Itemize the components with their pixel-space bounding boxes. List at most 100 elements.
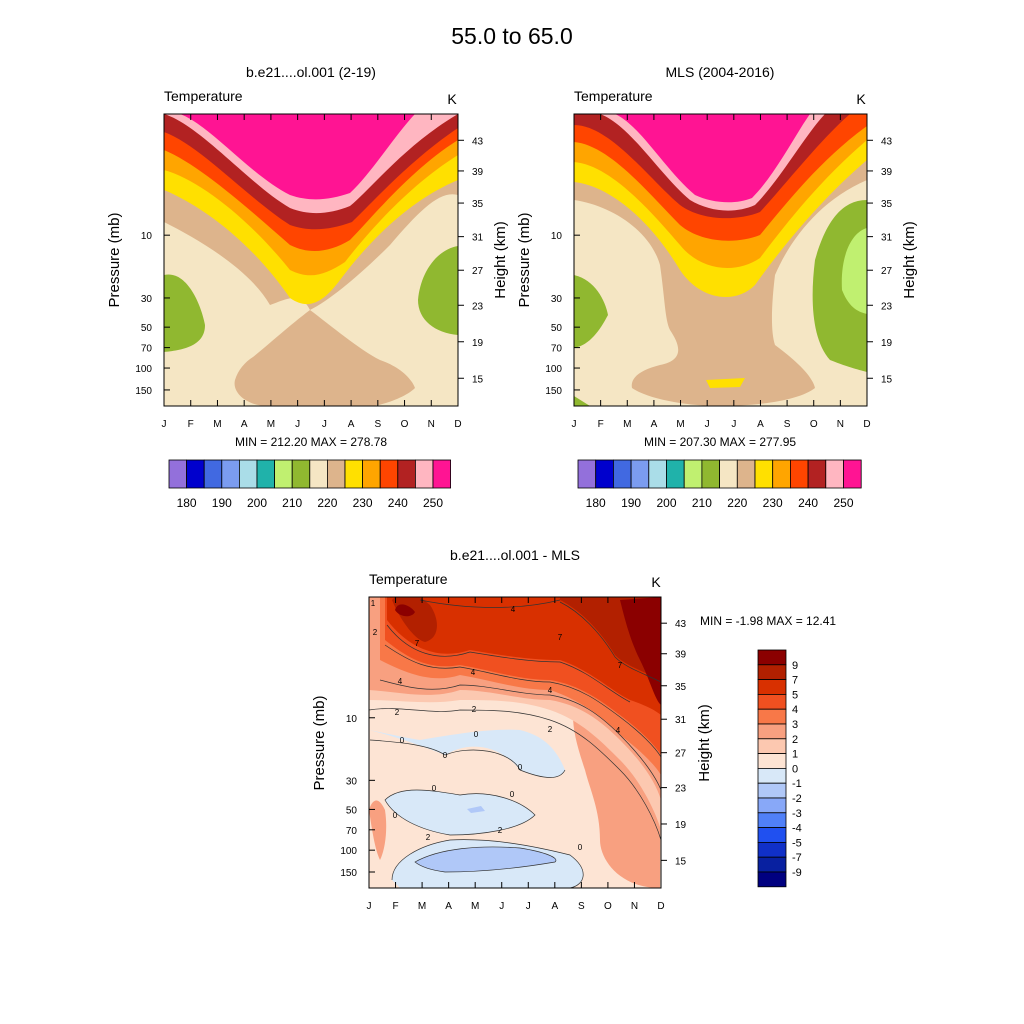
temperature-legend-swatch <box>772 459 791 489</box>
mls-x-tick-label: M <box>676 419 684 430</box>
diff-x-tick-label: J <box>499 901 504 912</box>
difference-legend-label: 2 <box>792 734 798 746</box>
mls-y-tick-label: 150 <box>545 386 562 397</box>
model-y-tick-label: 50 <box>141 323 153 334</box>
mls-y2-tick-label: 35 <box>881 199 893 210</box>
model-stats: MIN = 212.20 MAX = 278.78 <box>235 435 387 449</box>
difference-legend-label: 7 <box>792 675 798 687</box>
difference-legend-swatch <box>757 753 787 769</box>
diff-contour-label: 2 <box>548 725 553 734</box>
mls-contour-fill <box>574 114 867 406</box>
model-x-tick-label: O <box>401 419 409 430</box>
diff-contour-label: 4 <box>398 677 403 686</box>
diff-contour-label: 0 <box>443 751 448 760</box>
mls-x-tick-label: A <box>757 419 764 430</box>
mls-x-tick-label: M <box>623 419 631 430</box>
difference-legend-label: -4 <box>792 823 802 835</box>
diff-x-tick-label: A <box>551 901 558 912</box>
temperature-legend-swatch <box>683 459 703 489</box>
diff-y-ticks: 10 30 50 70 100 150 <box>340 714 375 879</box>
mls-x-tick-label: D <box>863 419 870 430</box>
temperature-legend-label: 180 <box>177 496 197 510</box>
model-x-tick-label: A <box>241 419 248 430</box>
temperature-legend-swatch <box>238 459 258 489</box>
mls-units-label: K <box>856 91 866 107</box>
diff-contour-labels: 2 4 4 2 0 0 0 0 0 0 0 2 2 2 4 4 4 7 7 7 1 2 0 <box>371 599 623 852</box>
model-y2-tick-label: 31 <box>472 233 484 244</box>
temperature-legend-swatch <box>291 459 311 489</box>
temperature-legend-swatch <box>186 459 205 489</box>
temperature-legend-swatch <box>754 459 774 489</box>
diff-contour-label: 0 <box>432 784 437 793</box>
diff-x-tick-label: A <box>445 901 452 912</box>
mls-y-tick-label: 10 <box>551 231 563 242</box>
model-y2-tick-label: 19 <box>472 338 484 349</box>
diff-y2-tick-label: 31 <box>675 715 687 726</box>
model-x-tick-label: J <box>295 419 300 430</box>
temperature-legend-swatch <box>309 459 328 489</box>
temperature-legend-swatch <box>719 459 738 489</box>
diff-y2-tick-label: 43 <box>675 619 687 630</box>
difference-legend-label: 4 <box>792 704 798 716</box>
mls-x-tick-label: J <box>572 419 577 430</box>
diff-contour-label: 0 <box>518 763 523 772</box>
diff-contour-label: 4 <box>548 686 553 695</box>
diff-contour-label: 0 <box>400 736 405 745</box>
difference-legend-label: -9 <box>792 867 802 879</box>
mls-title: MLS (2004-2016) <box>666 64 775 80</box>
diff-contour-label: 2 <box>498 826 503 835</box>
temperature-legend-swatch <box>790 459 809 489</box>
model-y2-tick-label: 23 <box>472 301 484 312</box>
model-y2-tick-label: 35 <box>472 199 484 210</box>
diff-plot-frame <box>368 596 662 889</box>
diff-panel: b.e21....ol.001 - MLS Temperature K <box>311 547 836 912</box>
difference-legend-label: -5 <box>792 837 802 849</box>
model-x-tick-label: N <box>428 419 435 430</box>
difference-legend-label: 3 <box>792 719 798 731</box>
temperature-legend-label: 250 <box>423 496 443 510</box>
model-ylabel: Pressure (mb) <box>106 212 123 307</box>
diff-contour-label: 4 <box>511 605 516 614</box>
diff-y2-tick-label: 23 <box>675 784 687 795</box>
diff-contour-label: 2 <box>373 628 378 637</box>
mls-x-tick-label: A <box>651 419 658 430</box>
temperature-legend-swatch <box>362 459 381 489</box>
mls-y2-tick-label: 15 <box>881 374 893 385</box>
diff-y-tick-label: 70 <box>346 826 358 837</box>
mls-y-tick-label: 30 <box>551 294 563 305</box>
mls-y-tick-label: 70 <box>551 344 563 355</box>
model-y-tick-label: 10 <box>141 231 153 242</box>
model-panel: b.e21....ol.001 (2-19) Temperature K Pre… <box>106 64 509 449</box>
diff-y-tick-label: 100 <box>340 846 357 857</box>
difference-legend-label: 1 <box>792 749 798 761</box>
difference-legend-swatch <box>757 694 787 710</box>
mls-y2-tick-label: 31 <box>881 233 893 244</box>
mls-y2-ticks: 43 39 35 31 27 23 19 15 <box>867 136 893 385</box>
difference-legend-label: -7 <box>792 852 802 864</box>
figure-title: 55.0 to 65.0 <box>451 23 573 49</box>
difference-legend-swatch <box>757 827 787 843</box>
difference-legend-label: -3 <box>792 808 802 820</box>
difference-legend-swatch <box>757 679 787 695</box>
temperature-legend-swatch <box>168 459 188 489</box>
diff-y-tick-label: 10 <box>346 714 358 725</box>
difference-legend-label: -2 <box>792 793 802 805</box>
diff-y2-tick-label: 15 <box>675 856 687 867</box>
model-x-tick-label: A <box>348 419 355 430</box>
diff-x-tick-label: J <box>526 901 531 912</box>
model-title: b.e21....ol.001 (2-19) <box>246 64 376 80</box>
mls-x-tick-label: S <box>784 419 791 430</box>
diff-x-tick-label: J <box>367 901 372 912</box>
model-x-tick-label: D <box>454 419 461 430</box>
difference-legend-swatch <box>757 797 787 814</box>
diff-y-tick-label: 50 <box>346 805 358 816</box>
diff-y2-tick-label: 39 <box>675 650 687 661</box>
diff-y2-tick-label: 27 <box>675 749 687 760</box>
temperature-legend-label: 200 <box>247 496 267 510</box>
diff-variable-label: Temperature <box>369 571 448 587</box>
difference-legend: 9 7 5 4 3 2 1 0 -1 -2 -3 -4 -5 -7 -9 <box>757 649 802 888</box>
diff-contour-label: 1 <box>371 599 376 608</box>
temperature-legend-swatch <box>613 459 632 489</box>
